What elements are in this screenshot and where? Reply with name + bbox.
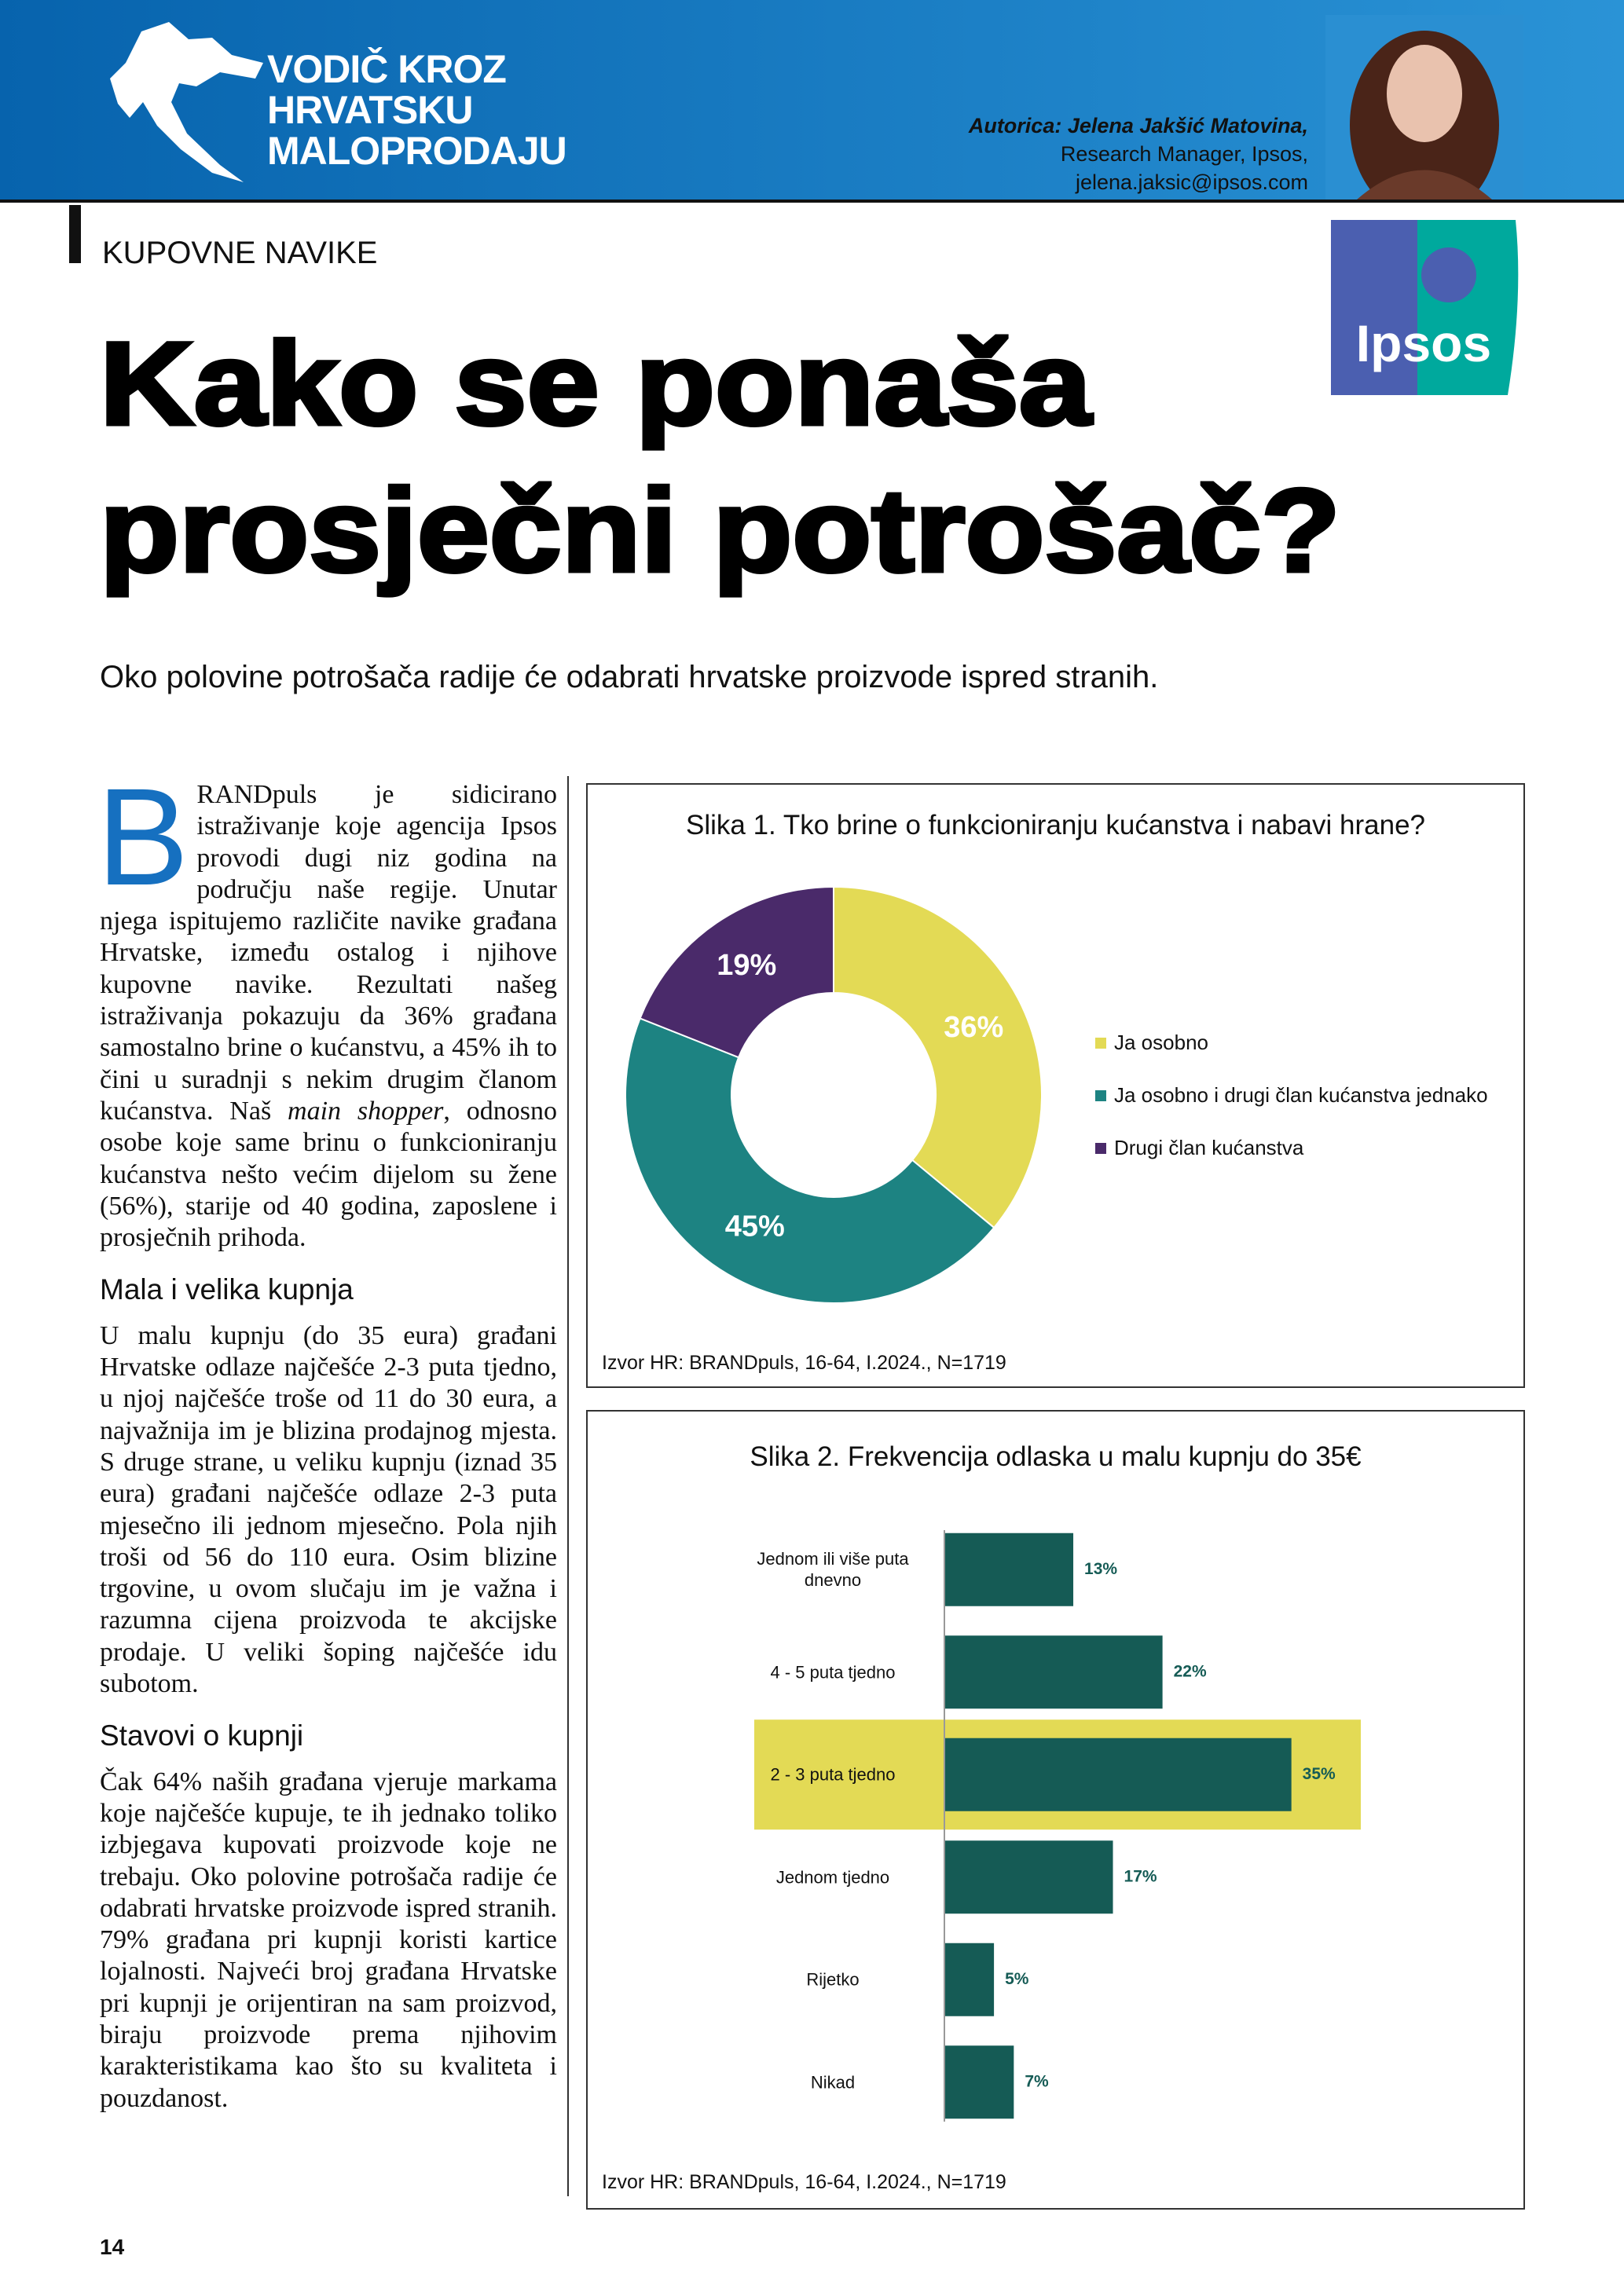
paragraph: B RANDpuls je sidicirano istraživanje koj… <box>97 760 557 1254</box>
legend-item: Ja osobno <box>1095 1031 1208 1055</box>
legend-label: Ja osobno <box>1114 1031 1208 1054</box>
data-label: 17% <box>1124 1867 1157 1885</box>
category-label: Jednom ili više puta dnevno <box>757 1549 909 1591</box>
chart-source: Izvor HR: BRANDpuls, 16-64, I.2024., N=1… <box>602 1352 1006 1374</box>
page-number: 14 <box>100 2235 125 2259</box>
chart-title: Slika 2. Frekvencija odlaska u malu kupn… <box>750 1441 1362 1472</box>
data-label: 19% <box>717 949 776 982</box>
chart-title: Slika 1. Tko brine o funkcioniranju kuća… <box>685 810 1426 840</box>
series-line: HRVATSKU <box>267 88 473 132</box>
category-label: Rijetko <box>806 1969 860 1990</box>
legend-item: Ja osobno i drugi član kućanstva jednako <box>1095 1083 1488 1108</box>
author-email: jelena.jaksic@ipsos.com <box>1075 170 1308 194</box>
chart-1: Slika 1. Tko brine o funkcioniranju kuća… <box>586 783 1525 1388</box>
ipsos-logo: Ipsos <box>1331 220 1519 395</box>
author-photo <box>1325 15 1523 200</box>
data-label: 22% <box>1174 1662 1207 1680</box>
chart-2: Slika 2. Frekvencija odlaska u malu kupn… <box>586 1410 1525 2210</box>
bar <box>944 1532 1074 1606</box>
donut-segment <box>639 885 834 1059</box>
headline: Kako se ponaša prosječni potrošač? <box>98 316 1343 599</box>
map-icon <box>110 22 263 182</box>
legend-swatch <box>1095 1089 1106 1101</box>
text: RANDpuls je sidicirano istraživanje koje… <box>100 780 557 1126</box>
legend-label: Ja osobno i drugi član kućanstva jednako <box>1114 1083 1488 1107</box>
data-label: 35% <box>1303 1765 1336 1783</box>
data-label: 7% <box>1025 2072 1049 2090</box>
data-label: 13% <box>1084 1560 1117 1578</box>
bar <box>944 1738 1292 1811</box>
chart-source: Izvor HR: BRANDpuls, 16-64, I.2024., N=1… <box>602 2171 1006 2193</box>
series-title: VODIČ KROZ HRVATSKU MALOPRODAJU <box>267 47 567 173</box>
author-name: Autorica: Jelena Jakšić Matovina, <box>968 114 1308 137</box>
legend-swatch <box>1095 1142 1106 1154</box>
donut-chart: 36% 45% 19% <box>625 885 1043 1304</box>
data-label: 36% <box>944 1011 1003 1044</box>
logo-text: Ipsos <box>1356 314 1491 372</box>
section-label: KUPOVNE NAVIKE <box>102 236 378 270</box>
legend-item: Drugi član kućanstva <box>1095 1136 1303 1160</box>
bar <box>944 1840 1113 1914</box>
article: B RANDpuls je sidicirano istraživanje koj… <box>97 760 557 2115</box>
category-label: 2 - 3 puta tjedno <box>770 1764 896 1785</box>
category-label: Nikad <box>810 2072 856 2093</box>
section-marker <box>69 205 81 263</box>
category-label: Jednom tjedno <box>775 1867 890 1888</box>
drop-cap: B <box>97 760 189 914</box>
data-label: 45% <box>725 1210 785 1243</box>
legend-label: Drugi član kućanstva <box>1114 1136 1304 1159</box>
series-line: MALOPRODAJU <box>267 129 567 173</box>
text: main shopper <box>288 1096 444 1126</box>
legend-swatch <box>1095 1037 1106 1049</box>
donut-segment <box>833 885 1043 1229</box>
donut-segment <box>625 1017 995 1304</box>
author-role: Research Manager, Ipsos, <box>1060 142 1308 166</box>
heading: Stavovi o kupnji <box>100 1719 304 1752</box>
bar <box>944 1943 995 2016</box>
bar <box>944 2045 1014 2119</box>
paragraph: Čak 64% naših građana vjeruje markama ko… <box>100 1767 557 2113</box>
bar <box>944 1635 1163 1709</box>
author: Autorica: Jelena Jakšić Matovina, Resear… <box>969 112 1308 196</box>
category-label: 4 - 5 puta tjedno <box>770 1662 896 1683</box>
paragraph: U malu kupnju (do 35 eura) građani Hrvat… <box>100 1320 557 1699</box>
heading: Mala i velika kupnja <box>100 1273 354 1306</box>
subtitle: Oko polovine potrošača radije će odabrat… <box>100 660 1159 694</box>
text: , odnosno osobe koje same brinu o funkci… <box>100 1096 557 1253</box>
title-line: prosječni potrošač? <box>100 464 1340 596</box>
title-line: Kako se ponaša <box>100 317 1093 449</box>
data-label: 5% <box>1005 1970 1029 1988</box>
column-rule <box>567 776 569 2196</box>
series-line: VODIČ KROZ <box>267 47 507 91</box>
